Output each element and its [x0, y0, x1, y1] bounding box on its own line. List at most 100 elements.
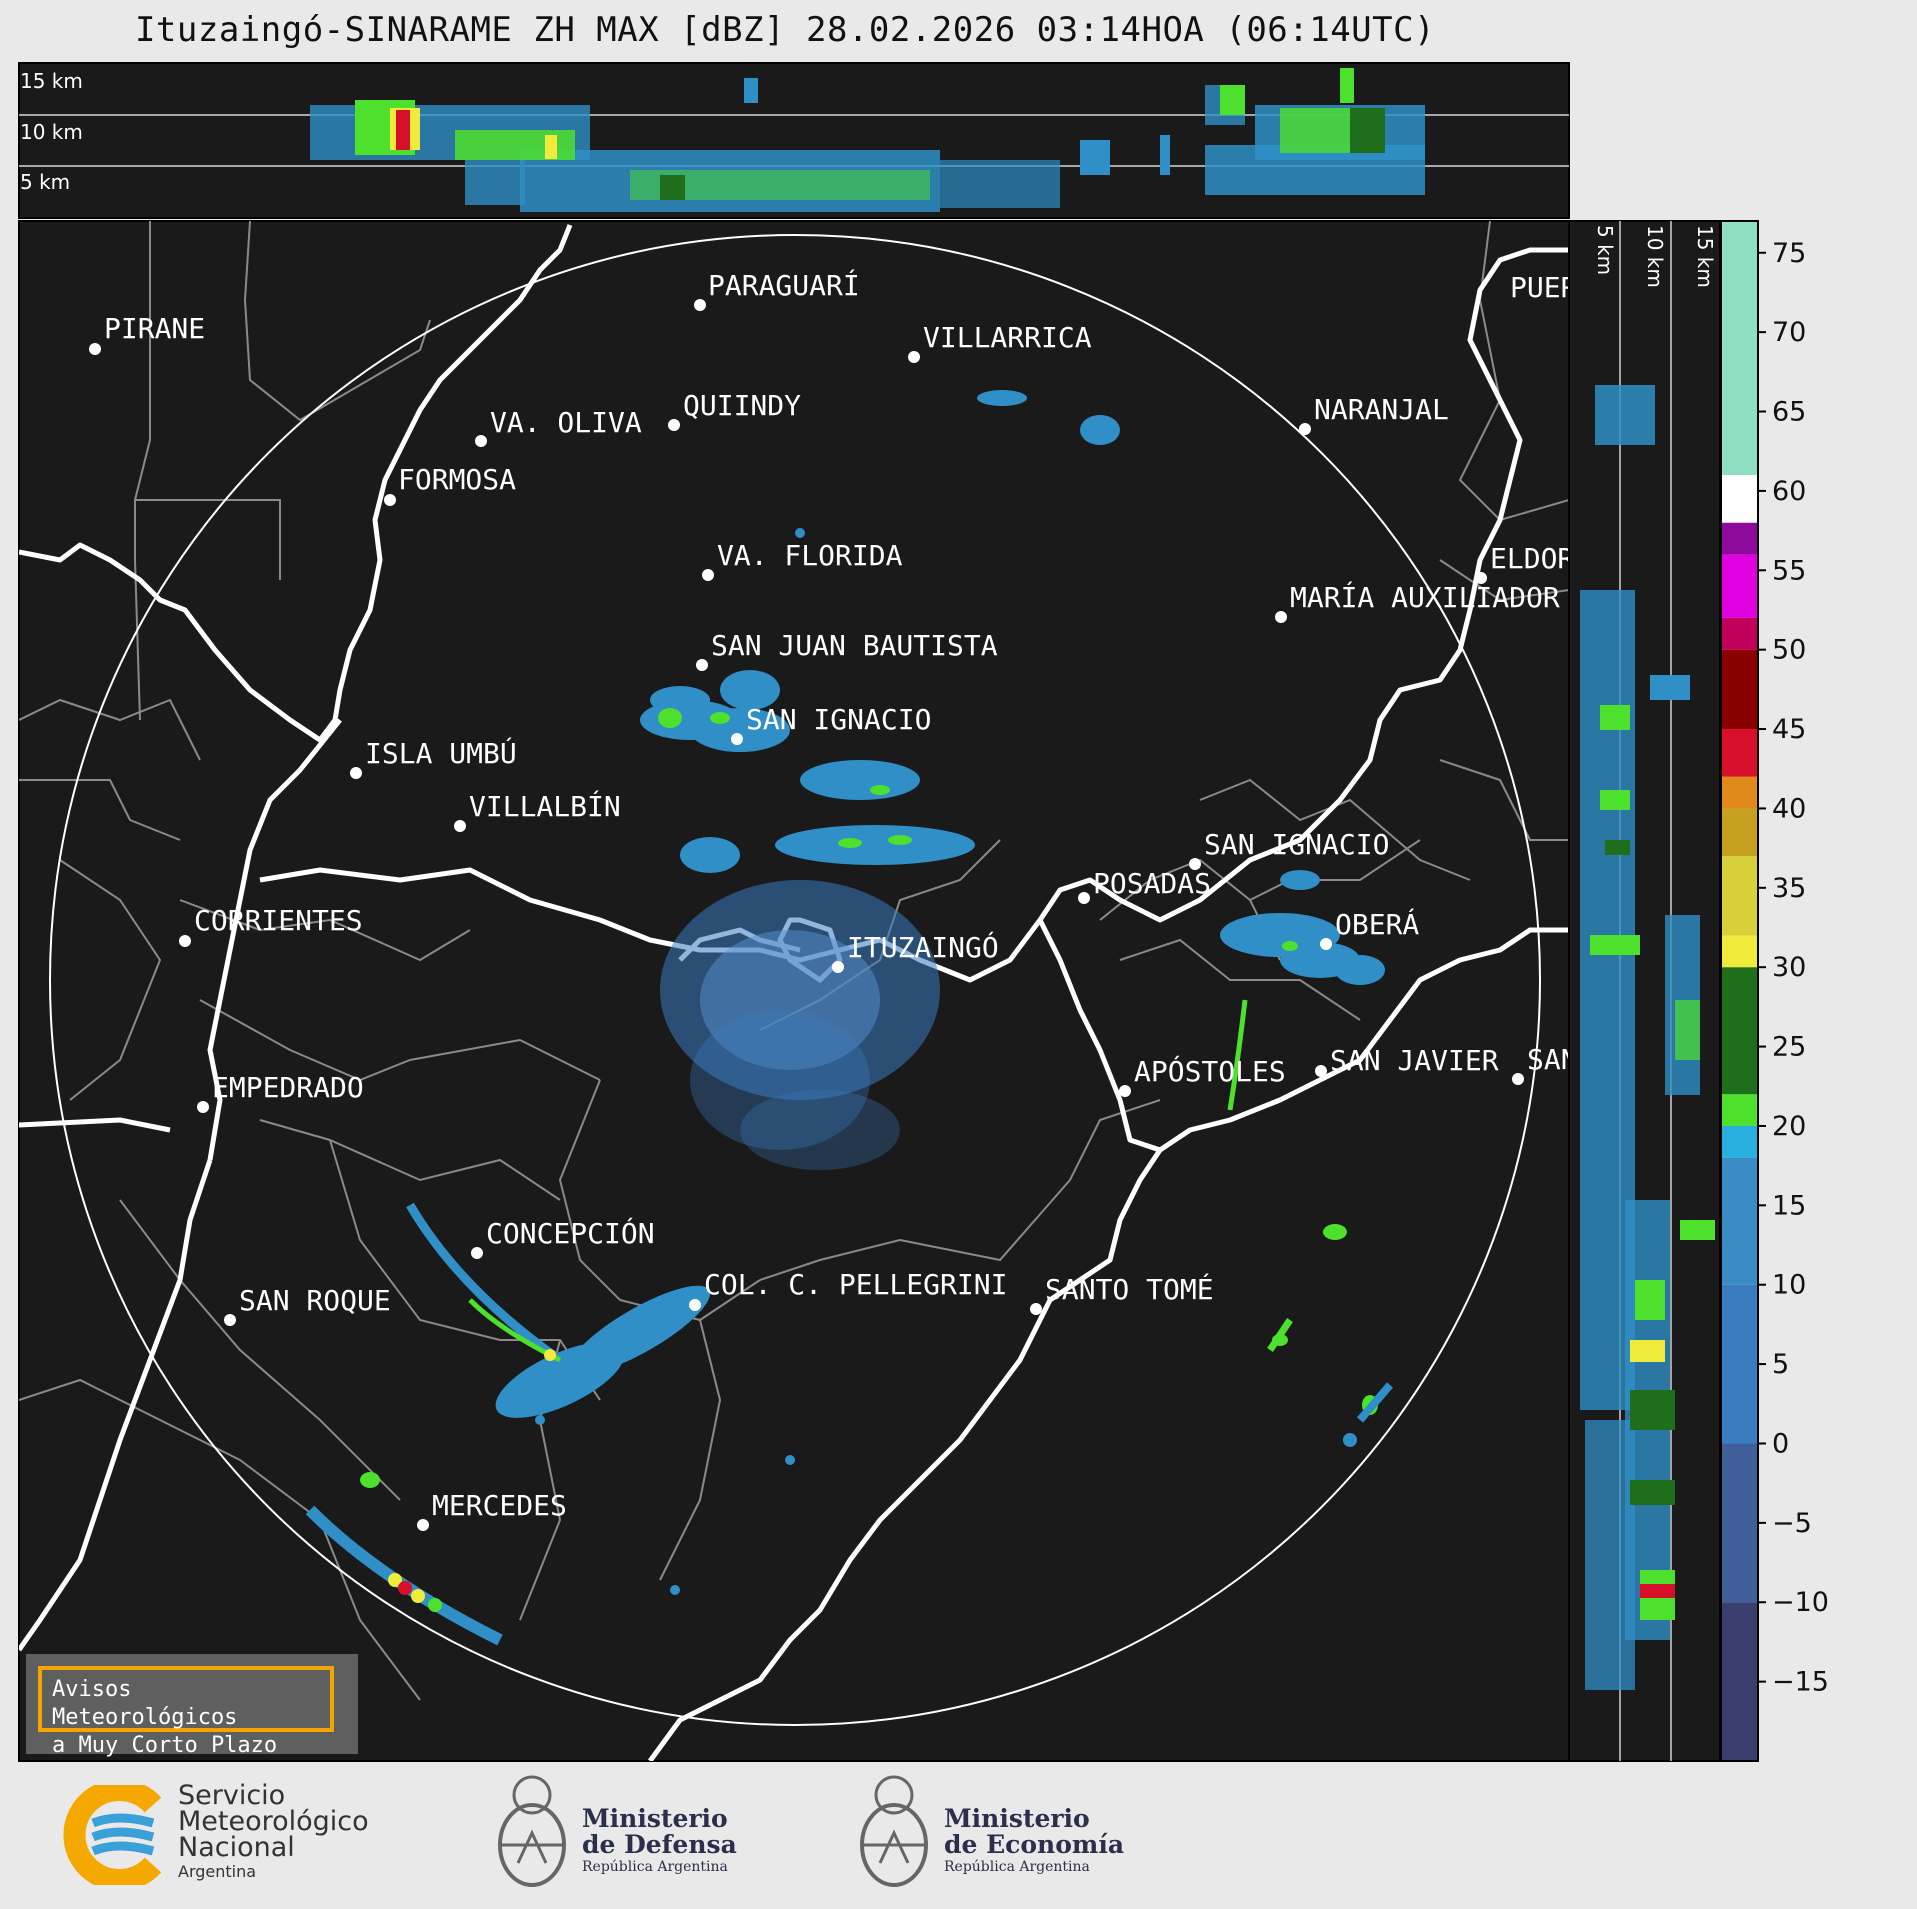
city-dot — [1030, 1303, 1042, 1315]
radar-map: PIRANE PARAGUARÍ VILLARRICA VA. OLIVA QU… — [18, 220, 1578, 1762]
city-dot — [689, 1299, 701, 1311]
city-dot — [454, 820, 466, 832]
colorbar-tick-label: 25 — [1772, 1032, 1806, 1063]
city-dot — [694, 299, 706, 311]
city-dot — [475, 435, 487, 447]
city-dot — [1315, 1065, 1327, 1077]
city-label: POSADAS — [1093, 867, 1211, 900]
radar-range-ring — [49, 234, 1541, 1726]
warning-box-text: Avisos Meteorológicos a Muy Corto Plazo — [38, 1666, 334, 1758]
colorbar-tick-label: 40 — [1772, 793, 1806, 824]
colorbar-tick-label: −15 — [1772, 1667, 1829, 1698]
city-dot — [197, 1101, 209, 1113]
colorbar-tick-label: 65 — [1772, 397, 1806, 428]
colorbar-band — [1721, 1602, 1758, 1761]
city-label: VA. FLORIDA — [717, 539, 903, 572]
city-label: NARANJAL — [1314, 393, 1449, 426]
city-dot — [832, 961, 844, 973]
city-label: CORRIENTES — [194, 904, 363, 937]
radar-echoes — [305, 390, 1394, 1646]
defensa-logo-text: Ministerio de Defensa República Argentin… — [582, 1806, 737, 1876]
economia-line1: Ministerio — [944, 1804, 1090, 1833]
city-dot — [668, 419, 680, 431]
city-dot — [702, 569, 714, 581]
smn-logo-icon — [63, 1785, 162, 1885]
colorbar-band — [1721, 522, 1758, 555]
city-label: SAN IGNACIO — [746, 703, 931, 736]
city-label: SAN ROQUE — [239, 1284, 391, 1317]
economia-line3: República Argentina — [944, 1859, 1090, 1875]
city-label: PIRANE — [104, 312, 205, 345]
city-label: SAN JUAN BAUTISTA — [711, 629, 998, 662]
city-label: APÓSTOLES — [1134, 1054, 1286, 1088]
top-height-label-10: 10 km — [20, 120, 83, 144]
city-dot — [1078, 892, 1090, 904]
colorbar-band — [1721, 1094, 1758, 1126]
city-dot — [1512, 1073, 1524, 1085]
colorbar-tick-label: 55 — [1772, 555, 1806, 586]
colorbar-swatches — [1721, 221, 1758, 1761]
colorbar-tick-label: 45 — [1772, 714, 1806, 745]
city-label: VILLALBÍN — [469, 789, 621, 823]
city-label: SAN — [1527, 1043, 1578, 1076]
colorbar-band — [1721, 649, 1758, 730]
colorbar-band — [1721, 967, 1758, 1095]
defensa-line2: de Defensa — [582, 1830, 737, 1859]
city-label: VILLARRICA — [923, 321, 1092, 354]
city-dot — [908, 351, 920, 363]
colorbar-tick-label: 70 — [1772, 317, 1806, 348]
smn-line2: Meteorológico — [178, 1806, 369, 1837]
colorbar-band — [1721, 935, 1758, 968]
smn-line1: Servicio — [178, 1780, 286, 1811]
smn-logo-text: Servicio Meteorológico Nacional Argentin… — [178, 1780, 369, 1883]
colorbar-tick-label: 5 — [1772, 1349, 1789, 1380]
top-panel-echoes — [310, 68, 1425, 212]
city-label: COL. C. PELLEGRINI — [704, 1268, 1007, 1301]
city-label: PARAGUARÍ — [708, 268, 860, 302]
city-dot — [384, 494, 396, 506]
side-height-label-10: 10 km — [1643, 225, 1667, 288]
city-label: MARÍA AUXILIADOR — [1290, 580, 1560, 614]
colorbar-tick-label: 0 — [1772, 1428, 1789, 1459]
colorbar-band — [1721, 1284, 1758, 1444]
colorbar-tick-label: 20 — [1772, 1111, 1806, 1142]
colorbar-tick-label: 10 — [1772, 1270, 1806, 1301]
city-label: FORMOSA — [398, 463, 516, 496]
colorbar-band — [1721, 808, 1758, 857]
city-dot — [471, 1247, 483, 1259]
city-markers: PIRANE PARAGUARÍ VILLARRICA VA. OLIVA QU… — [89, 268, 1578, 1531]
city-label: CONCEPCIÓN — [486, 1216, 655, 1250]
economia-seal-icon — [860, 1775, 928, 1887]
city-dot — [1189, 858, 1201, 870]
top-height-panel: 15 km 10 km 5 km — [18, 62, 1570, 219]
colorbar-band — [1721, 475, 1758, 523]
top-height-label-15: 15 km — [20, 69, 83, 93]
colorbar-tick-label: 50 — [1772, 635, 1806, 666]
defensa-seal-icon — [498, 1775, 566, 1887]
colorbar-tick-label: −10 — [1772, 1587, 1829, 1618]
city-dot — [224, 1314, 236, 1326]
colorbar-tick-label: 75 — [1772, 238, 1806, 269]
smn-line4: Argentina — [178, 1862, 257, 1881]
smn-line3: Nacional — [178, 1832, 295, 1863]
city-dot — [696, 659, 708, 671]
city-dot — [417, 1519, 429, 1531]
city-label: MERCEDES — [432, 1489, 567, 1522]
city-label: QUIINDY — [683, 389, 801, 422]
warning-box: Avisos Meteorológicos a Muy Corto Plazo — [26, 1654, 358, 1758]
city-dot — [1119, 1085, 1131, 1097]
colorbar-band — [1721, 729, 1758, 777]
city-dot — [179, 935, 191, 947]
colorbar-band — [1721, 1443, 1758, 1603]
city-dot — [350, 767, 362, 779]
chart-title: Ituzaingó-SINARAME ZH MAX [dBZ] 28.02.20… — [134, 10, 1436, 50]
colorbar-tick-label: 30 — [1772, 952, 1806, 983]
colorbar-band — [1721, 776, 1758, 809]
colorbar-band — [1721, 1125, 1758, 1158]
colorbar-band — [1721, 856, 1758, 936]
city-label: ISLA UMBÚ — [365, 736, 517, 770]
side-panel-echoes — [1580, 385, 1715, 1690]
colorbar-band — [1721, 221, 1758, 476]
colorbar-band — [1721, 554, 1758, 618]
